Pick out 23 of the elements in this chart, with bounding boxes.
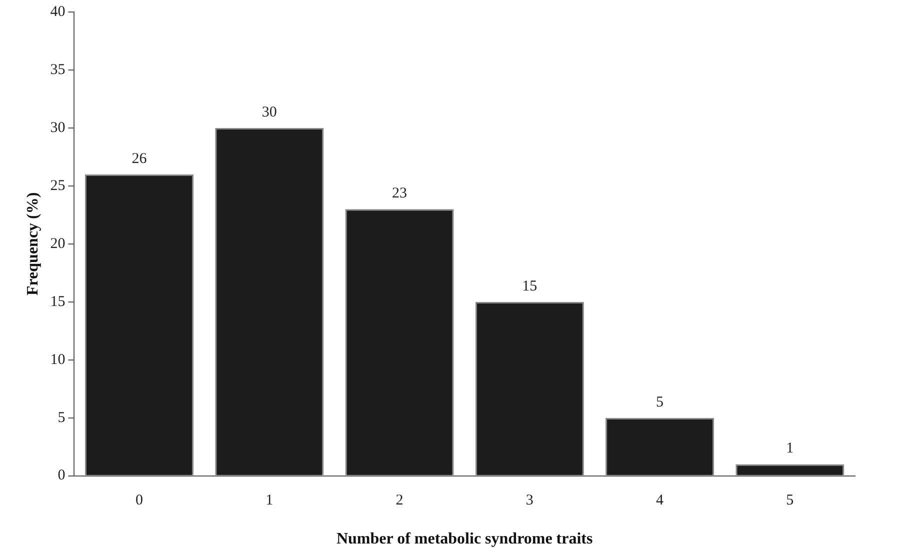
y-tick-label: 40 xyxy=(50,4,66,20)
x-tick-label: 1 xyxy=(266,492,274,509)
x-tick-label: 4 xyxy=(656,492,664,509)
y-tick-label: 5 xyxy=(58,410,66,426)
x-tick-label: 0 xyxy=(136,492,144,509)
x-tick-label: 3 xyxy=(526,492,534,509)
data-label: 1 xyxy=(786,440,794,457)
x-axis-title: Number of metabolic syndrome traits xyxy=(336,530,593,548)
y-tick-label: 0 xyxy=(58,468,66,484)
x-tick-label: 2 xyxy=(396,492,404,509)
x-tick-label: 5 xyxy=(786,492,794,509)
data-label: 15 xyxy=(522,278,538,294)
y-tick-label: 35 xyxy=(50,62,66,78)
data-label: 30 xyxy=(262,104,277,120)
y-axis-title: Frequency (%) xyxy=(24,192,42,296)
y-tick-label: 25 xyxy=(50,178,66,194)
data-label: 5 xyxy=(656,394,664,410)
y-tick-label: 30 xyxy=(50,120,66,136)
data-label: 26 xyxy=(132,150,148,167)
y-tick-label: 15 xyxy=(50,294,66,310)
data-label: 23 xyxy=(392,186,408,202)
y-tick-label: 20 xyxy=(50,236,66,252)
y-tick-label: 10 xyxy=(50,352,66,368)
